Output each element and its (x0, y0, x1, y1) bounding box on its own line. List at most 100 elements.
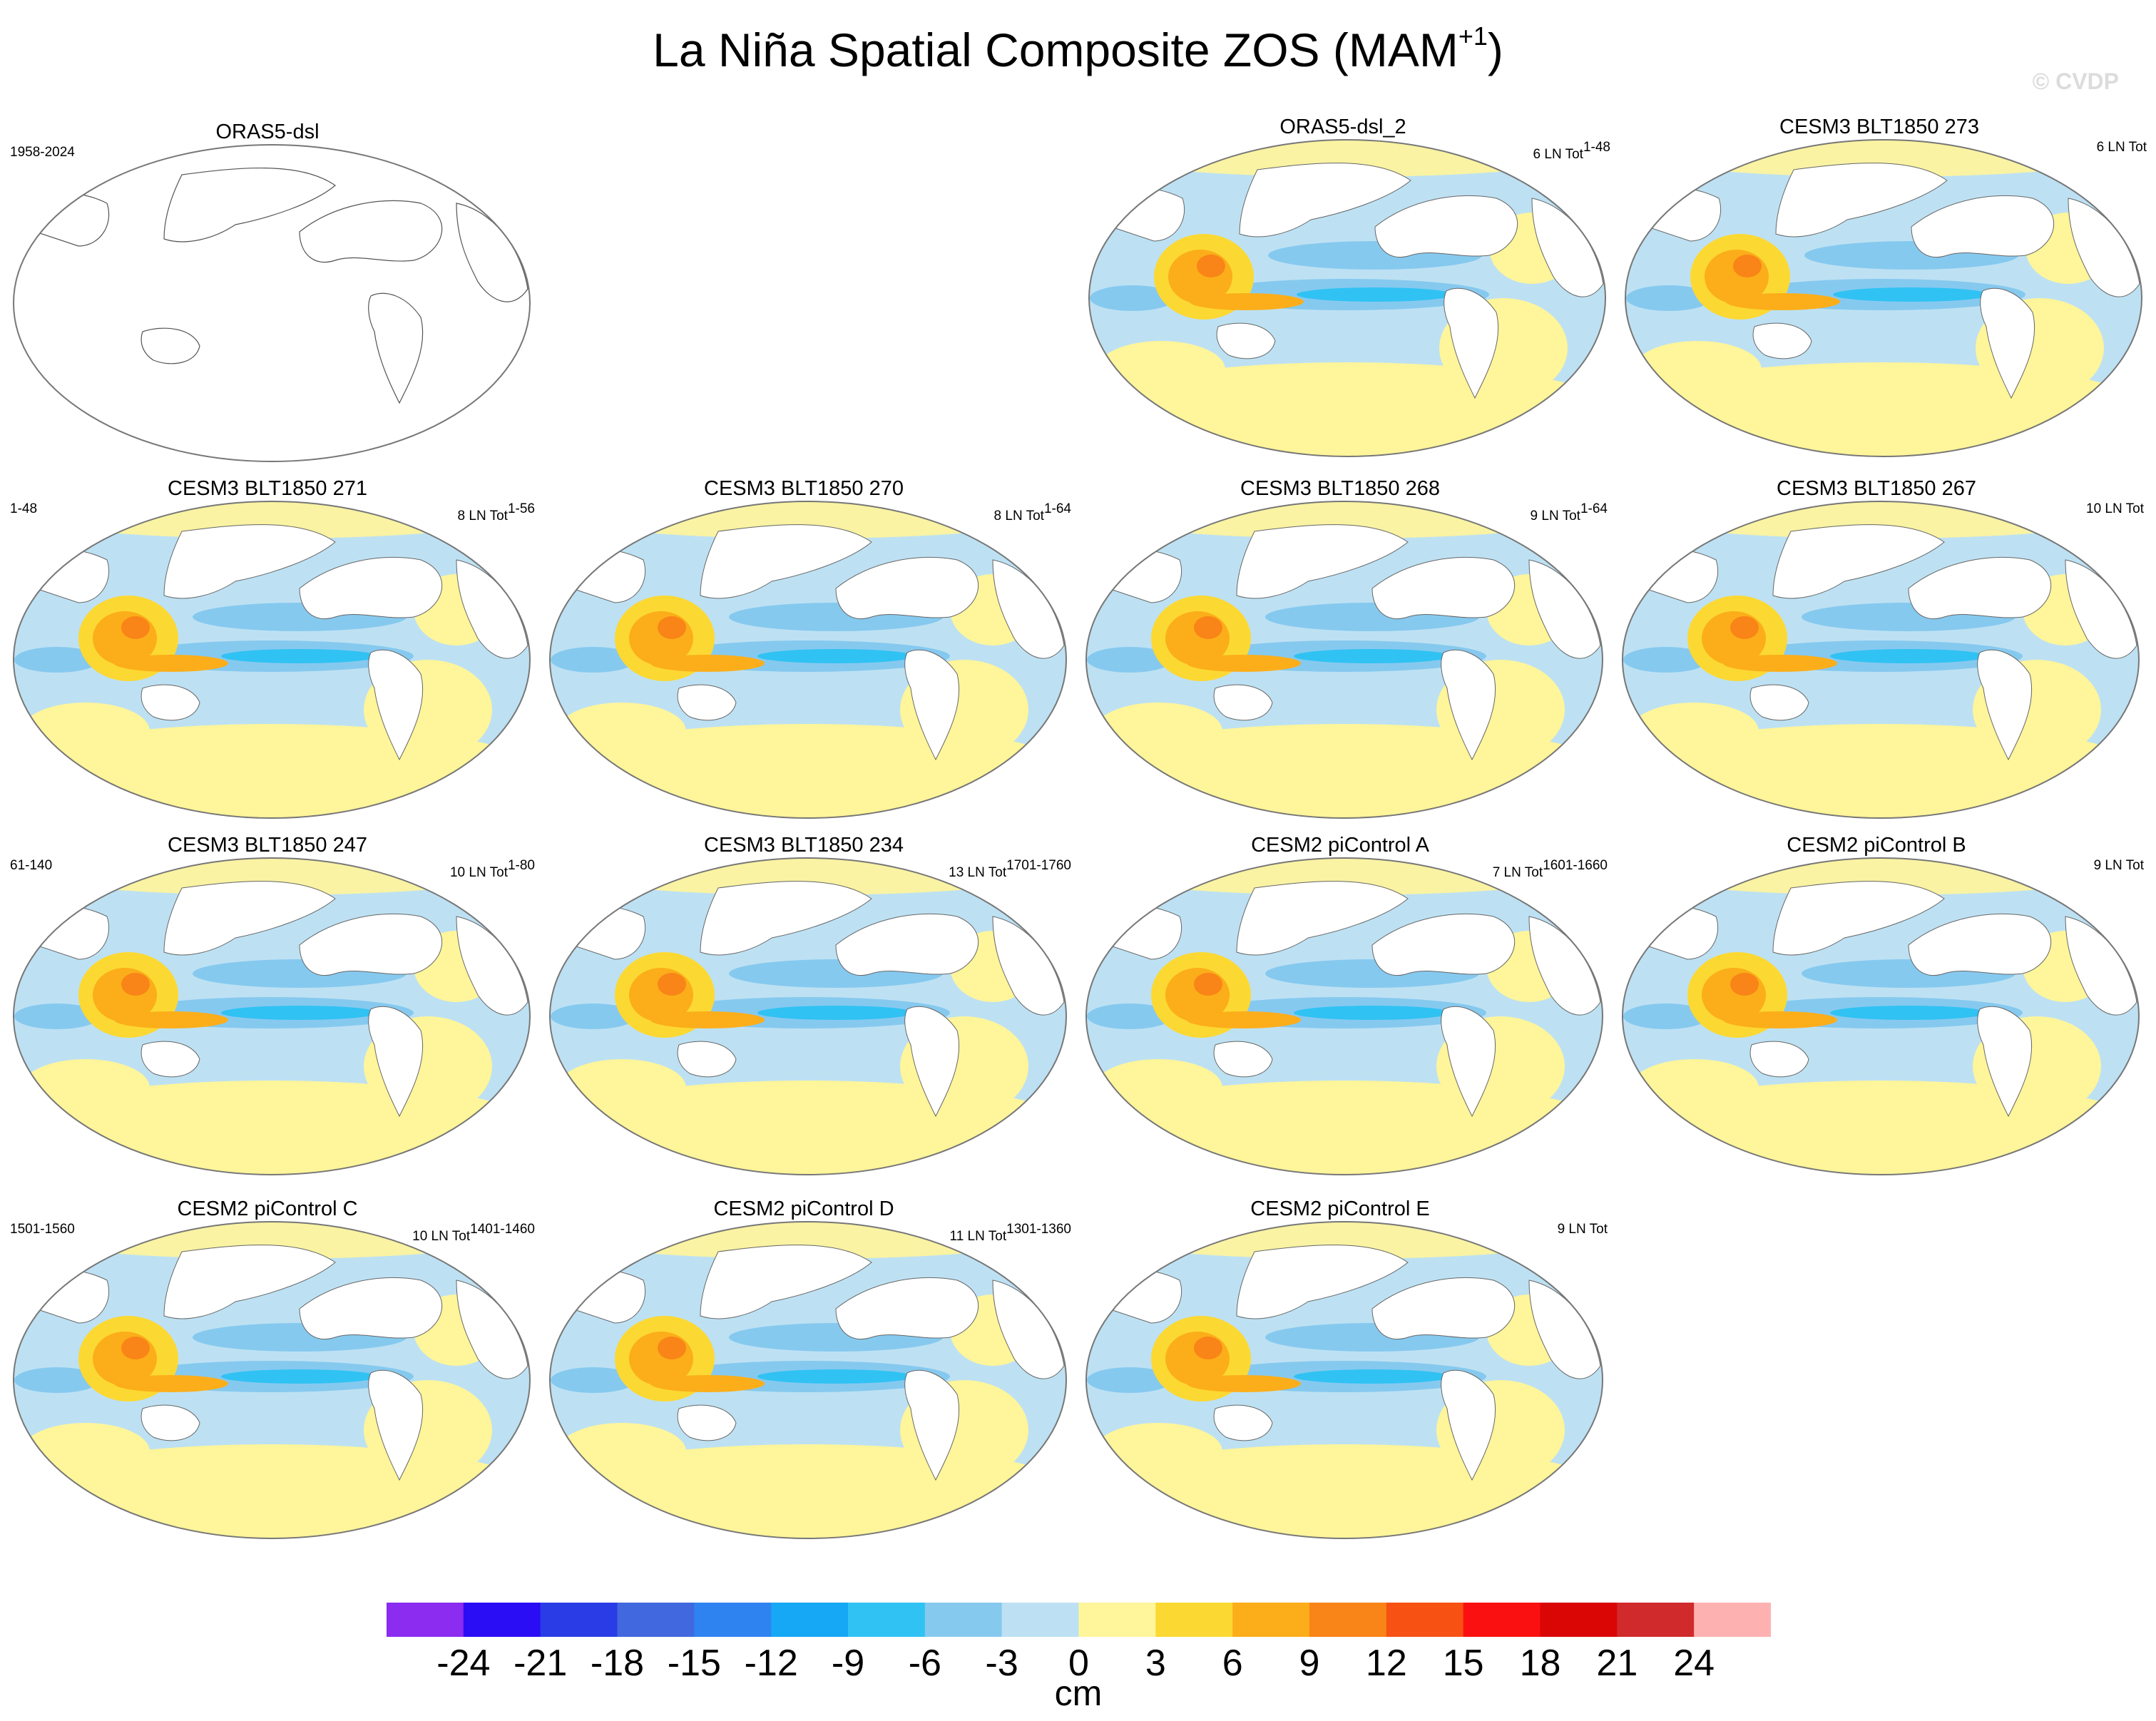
colorbar-swatch (617, 1603, 695, 1637)
panel-title: CESM2 piControl B (1787, 834, 1966, 857)
world-map (1088, 139, 1606, 457)
panel-title: CESM3 BLT1850 234 (704, 834, 904, 857)
colorbar-tick-label: 6 (1222, 1643, 1243, 1684)
map-border (549, 857, 1067, 1175)
panel-title: ORAS5-dsl (215, 121, 320, 143)
map-border (549, 501, 1067, 819)
panel-left-label: 1-48 (10, 501, 38, 516)
panel-right-label: 9 LN Tot (2093, 858, 2144, 873)
map-border (13, 857, 531, 1175)
world-map (1622, 501, 2140, 819)
colorbar-swatch (1540, 1603, 1618, 1637)
colorbar-tick-label: -3 (985, 1643, 1018, 1684)
map-panel: CESM2 piControl A 7 LN Tot1601-1660 (1073, 831, 1608, 1180)
colorbar-swatch (1155, 1603, 1233, 1637)
world-map (13, 144, 531, 462)
panel-left-label: 1501-1560 (10, 1222, 75, 1237)
world-map (1085, 1221, 1603, 1539)
map-panel: ORAS5-dsl 1958-2024 (0, 118, 535, 467)
map-border (1085, 1221, 1603, 1539)
colorbar-swatch (540, 1603, 618, 1637)
panel-title: CESM2 piControl E (1250, 1197, 1430, 1220)
panel-right-label: 8 LN Tot1-56 (457, 501, 535, 524)
map-panel: CESM3 BLT1850 234 13 LN Tot1701-1760 (536, 831, 1071, 1180)
panel-title: CESM3 BLT1850 270 (704, 477, 904, 500)
colorbar-swatch (1463, 1603, 1541, 1637)
panel-left-label: 1958-2024 (10, 145, 75, 160)
colorbar-tick-label: 21 (1596, 1643, 1638, 1684)
map-panel: CESM3 BLT1850 267 10 LN Tot (1609, 474, 2144, 824)
panel-left-label: 61-140 (10, 858, 53, 873)
colorbar-tick-label: -12 (744, 1643, 798, 1684)
colorbar-swatch (1232, 1603, 1310, 1637)
colorbar-tick-label: 18 (1519, 1643, 1561, 1684)
colorbar-swatch (387, 1603, 464, 1637)
colorbar-swatch (1617, 1603, 1695, 1637)
panel-right-label: 8 LN Tot1-64 (993, 501, 1071, 524)
panel-right-label: 10 LN Tot1-80 (449, 858, 535, 880)
map-border (1088, 139, 1606, 457)
map-panel: CESM3 BLT1850 273 6 LN Tot (1612, 113, 2147, 462)
colorbar-tick-label: -21 (514, 1643, 568, 1684)
colorbar-swatch (463, 1603, 541, 1637)
map-border (13, 501, 531, 819)
panel-right-label: 10 LN Tot1401-1460 (412, 1222, 535, 1244)
colorbar-units: cm (1054, 1673, 1103, 1713)
colorbar (387, 1603, 1772, 1637)
colorbar-swatch (924, 1603, 1003, 1637)
world-map (549, 1221, 1067, 1539)
zos-field (550, 501, 1066, 818)
panel-right-label: 6 LN Tot1-48 (1533, 140, 1610, 162)
world-map (1085, 501, 1603, 819)
zos-field (550, 1222, 1066, 1538)
panel-title: ORAS5-dsl_2 (1279, 116, 1406, 138)
panel-title: CESM3 BLT1850 271 (168, 477, 367, 500)
cvdp-watermark: © CVDP (2032, 68, 2119, 94)
panel-right-label: 13 LN Tot1701-1760 (949, 858, 1071, 880)
colorbar-swatch (1694, 1603, 1772, 1637)
panel-right-label: 9 LN Tot (1557, 1222, 1608, 1237)
panel-right-label: 10 LN Tot (2086, 501, 2144, 516)
map-panel: CESM3 BLT1850 268 9 LN Tot1-64 (1073, 474, 1608, 824)
panel-right-label: 7 LN Tot1601-1660 (1492, 858, 1608, 880)
zos-field (1089, 140, 1605, 456)
panel-title: CESM3 BLT1850 268 (1240, 477, 1440, 500)
colorbar-swatch (1386, 1603, 1464, 1637)
map-panel: CESM3 BLT1850 270 8 LN Tot1-64 (536, 474, 1071, 824)
map-border (13, 1221, 531, 1539)
map-border (549, 1221, 1067, 1539)
colorbar-tick-label: 15 (1442, 1643, 1484, 1684)
panel-title: CESM3 BLT1850 273 (1779, 116, 1979, 138)
map-border (1085, 501, 1603, 819)
map-panel: CESM2 piControl D 11 LN Tot1301-1360 (536, 1195, 1071, 1544)
panel-title: CESM2 piControl A (1251, 834, 1429, 857)
map-border (1622, 857, 2140, 1175)
panel-title: CESM3 BLT1850 247 (168, 834, 367, 857)
colorbar-tick-label: 3 (1145, 1643, 1166, 1684)
map-border (1085, 857, 1603, 1175)
colorbar-swatch (1001, 1603, 1079, 1637)
map-panel: CESM3 BLT1850 247 61-140 10 LN Tot1-80 (0, 831, 535, 1180)
world-map (13, 501, 531, 819)
map-panel: CESM2 piControl C 1501-1560 10 LN Tot1401-… (0, 1195, 535, 1544)
colorbar-tick-label: 24 (1673, 1643, 1715, 1684)
colorbar-svg (387, 1603, 1772, 1637)
world-map (13, 857, 531, 1175)
map-border (1622, 501, 2140, 819)
colorbar-tick-label: -6 (908, 1643, 941, 1684)
world-map (549, 501, 1067, 819)
map-border (13, 144, 531, 462)
panel-title: CESM3 BLT1850 267 (1777, 477, 1976, 500)
panel-title: CESM2 piControl C (177, 1197, 358, 1220)
panel-title: CESM2 piControl D (713, 1197, 894, 1220)
colorbar-tick-label: -24 (436, 1643, 491, 1684)
map-panel: ORAS5-dsl_2 6 LN Tot1-48 (1076, 113, 1610, 462)
colorbar-swatch (771, 1603, 849, 1637)
panel-right-label: 6 LN Tot (2096, 140, 2147, 155)
map-border (1625, 139, 2142, 457)
world-map (1625, 139, 2142, 457)
colorbar-tick-label: 12 (1365, 1643, 1407, 1684)
map-panel: CESM2 piControl E 9 LN Tot (1073, 1195, 1608, 1544)
colorbar-swatch (1078, 1603, 1156, 1637)
colorbar-tick-label: -9 (831, 1643, 865, 1684)
